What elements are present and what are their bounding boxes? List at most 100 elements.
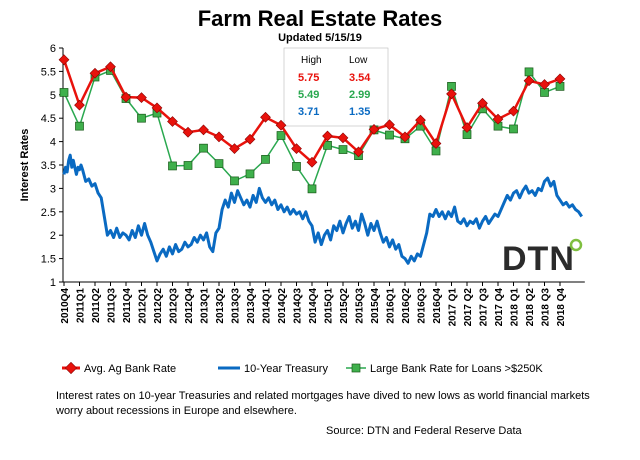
y-tick-label: 6 <box>50 43 56 55</box>
x-tick-label: 2011Q4 <box>122 288 133 323</box>
ag-bank-marker <box>229 143 240 154</box>
large-bank-marker <box>307 184 317 194</box>
stats-large-bank-high: 5.49 <box>298 89 319 101</box>
legend-ag-bank-label: Avg. Ag Bank Rate <box>84 363 176 375</box>
legend-item-treasury: 10-Year Treasury <box>218 363 328 375</box>
stats-treasury-high: 3.71 <box>298 106 319 118</box>
large-bank-marker <box>168 161 177 171</box>
dtn-logo-text: DTN <box>502 240 575 278</box>
ag-bank-marker <box>244 133 256 145</box>
ag-bank-marker <box>353 146 364 158</box>
x-tick-label: 2012Q4 <box>184 288 195 324</box>
ag-bank-marker <box>167 116 178 127</box>
stats-ag-bank-high: 5.75 <box>298 72 319 84</box>
large-bank-marker <box>509 124 518 134</box>
ag-bank-marker <box>74 99 85 111</box>
large-bank-marker <box>524 67 534 77</box>
x-tick-label: 2016Q2 <box>401 288 412 324</box>
x-tick-label: 2016Q4 <box>432 288 443 324</box>
y-tick-label: 5.5 <box>41 66 56 78</box>
y-tick-label: 4 <box>50 137 56 149</box>
large-bank-marker <box>214 159 224 168</box>
ag-bank-marker <box>539 79 550 90</box>
x-tick-label: 2017 Q3 <box>479 288 490 327</box>
ag-bank-marker <box>430 138 442 149</box>
ag-bank-marker <box>322 130 333 142</box>
chart-title: Farm Real Estate Rates <box>197 6 443 31</box>
x-tick-label: 2017 Q4 <box>494 288 505 327</box>
large-bank-marker <box>385 130 394 140</box>
x-tick-label: 2012Q3 <box>169 288 180 324</box>
ag-bank-marker <box>260 111 271 123</box>
x-tick-label: 2013Q3 <box>231 288 242 324</box>
legend-item-large-bank: Large Bank Rate for Loans >$250K <box>346 363 543 375</box>
x-tick-label: 2016Q3 <box>417 288 428 324</box>
ag-bank-marker <box>337 132 349 144</box>
y-tick-label: 1 <box>50 277 56 289</box>
legend-ag-bank-marker <box>64 361 78 375</box>
large-bank-marker <box>230 176 239 186</box>
stats-large-bank-low: 2.99 <box>349 89 370 101</box>
dtn-logo-dot <box>569 238 583 252</box>
legend-large-bank-label: Large Bank Rate for Loans >$250K <box>370 363 543 375</box>
x-tick-label: 2010Q4 <box>60 288 71 324</box>
legend-treasury-label: 10-Year Treasury <box>244 363 328 375</box>
x-tick-label: 2017 Q1 <box>448 288 459 327</box>
x-tick-label: 2011Q1 <box>76 288 87 323</box>
x-tick-label: 2014Q4 <box>308 288 319 324</box>
x-tick-label: 2015Q3 <box>355 288 366 324</box>
y-tick-label: 3 <box>50 183 56 195</box>
ag-bank-marker <box>446 88 457 100</box>
ag-bank-marker <box>291 143 302 154</box>
ag-bank-marker <box>415 114 426 126</box>
ag-bank-marker <box>213 131 225 143</box>
x-tick-label: 2018 Q2 <box>525 288 536 327</box>
x-tick-label: 2013Q1 <box>200 288 211 324</box>
large-bank-marker <box>137 113 146 123</box>
x-tick-label: 2016Q1 <box>386 288 397 324</box>
large-bank-marker <box>276 131 286 140</box>
large-bank-marker <box>292 162 301 171</box>
dtn-logo: DTN <box>502 238 583 278</box>
x-tick-label: 2011Q3 <box>107 288 118 323</box>
ag-bank-marker <box>508 105 519 117</box>
x-tick-label: 2012Q1 <box>138 288 149 324</box>
stats-treasury-low: 1.35 <box>349 106 370 118</box>
ag-bank-marker <box>554 73 566 85</box>
legend-item-ag-bank: Avg. Ag Bank Rate <box>62 361 176 375</box>
ag-bank-marker <box>198 124 209 136</box>
y-tick-label: 5 <box>50 90 56 102</box>
y-tick-label: 3.5 <box>41 160 56 172</box>
ag-bank-marker <box>275 119 287 131</box>
stats-header-low: Low <box>349 55 368 66</box>
stats-ag-bank-low: 3.54 <box>349 72 371 84</box>
large-bank-marker <box>338 145 348 154</box>
stats-table-background <box>283 47 389 127</box>
chart-series <box>58 54 583 265</box>
y-tick-label: 1.5 <box>41 254 56 266</box>
x-tick-label: 2013Q2 <box>215 288 226 324</box>
y-tick-label: 2 <box>50 230 56 242</box>
ag-bank-marker <box>461 122 473 133</box>
ag-bank-marker <box>151 102 163 114</box>
large-bank-marker <box>75 121 84 131</box>
ag-bank-marker <box>477 97 488 109</box>
ag-bank-marker <box>105 61 116 73</box>
ag-bank-marker <box>120 91 132 103</box>
x-tick-label: 2018 Q4 <box>556 288 567 327</box>
x-tick-label: 2014Q1 <box>262 288 273 324</box>
chart-source: Source: DTN and Federal Reserve Data <box>326 425 522 437</box>
x-tick-label: 2017 Q2 <box>463 288 474 327</box>
x-tick-label: 2012Q2 <box>153 288 164 324</box>
x-tick-label: 2015Q1 <box>324 288 335 324</box>
stats-header-high: High <box>301 55 322 66</box>
chart-caption: Interest rates on 10-year Treasuries and… <box>56 390 590 417</box>
y-axis-label: Interest Rates <box>19 129 31 202</box>
x-tick-label: 2014Q2 <box>277 288 288 324</box>
x-tick-label: 2015Q4 <box>370 288 381 324</box>
x-tick-label: 2011Q2 <box>91 288 102 323</box>
chart-legend: Avg. Ag Bank Rate 10-Year Treasury Large… <box>62 361 543 375</box>
ag-bank-marker <box>58 54 70 66</box>
series-line-treasury <box>62 153 583 265</box>
